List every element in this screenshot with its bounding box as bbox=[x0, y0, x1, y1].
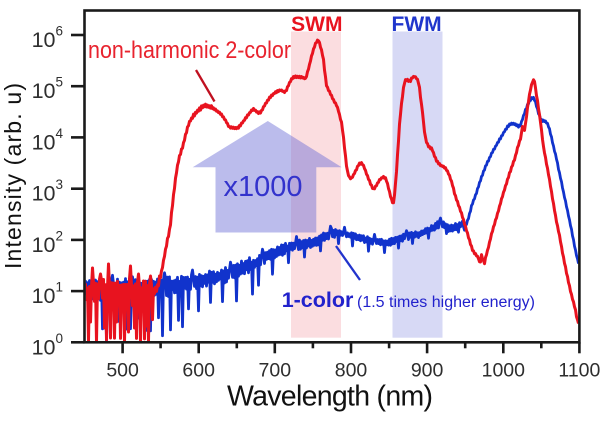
svg-text:(1.5 times higher energy): (1.5 times higher energy) bbox=[357, 294, 535, 311]
svg-text:non-harmonic 2-color: non-harmonic 2-color bbox=[88, 37, 291, 64]
svg-text:x1000: x1000 bbox=[223, 171, 302, 203]
svg-text:104: 104 bbox=[32, 126, 64, 155]
svg-text:900: 900 bbox=[411, 360, 444, 382]
svg-text:Intensity (arb. u): Intensity (arb. u) bbox=[0, 83, 26, 269]
svg-text:SWM: SWM bbox=[291, 13, 342, 36]
svg-text:800: 800 bbox=[335, 360, 368, 382]
svg-text:700: 700 bbox=[259, 360, 292, 382]
svg-text:Wavelength (nm): Wavelength (nm) bbox=[227, 381, 433, 413]
svg-text:1-color: 1-color bbox=[282, 288, 354, 312]
svg-text:1000: 1000 bbox=[482, 360, 526, 382]
svg-text:FWM: FWM bbox=[392, 13, 442, 36]
svg-text:500: 500 bbox=[106, 360, 139, 382]
svg-text:1100: 1100 bbox=[558, 360, 600, 382]
svg-text:600: 600 bbox=[182, 360, 215, 382]
